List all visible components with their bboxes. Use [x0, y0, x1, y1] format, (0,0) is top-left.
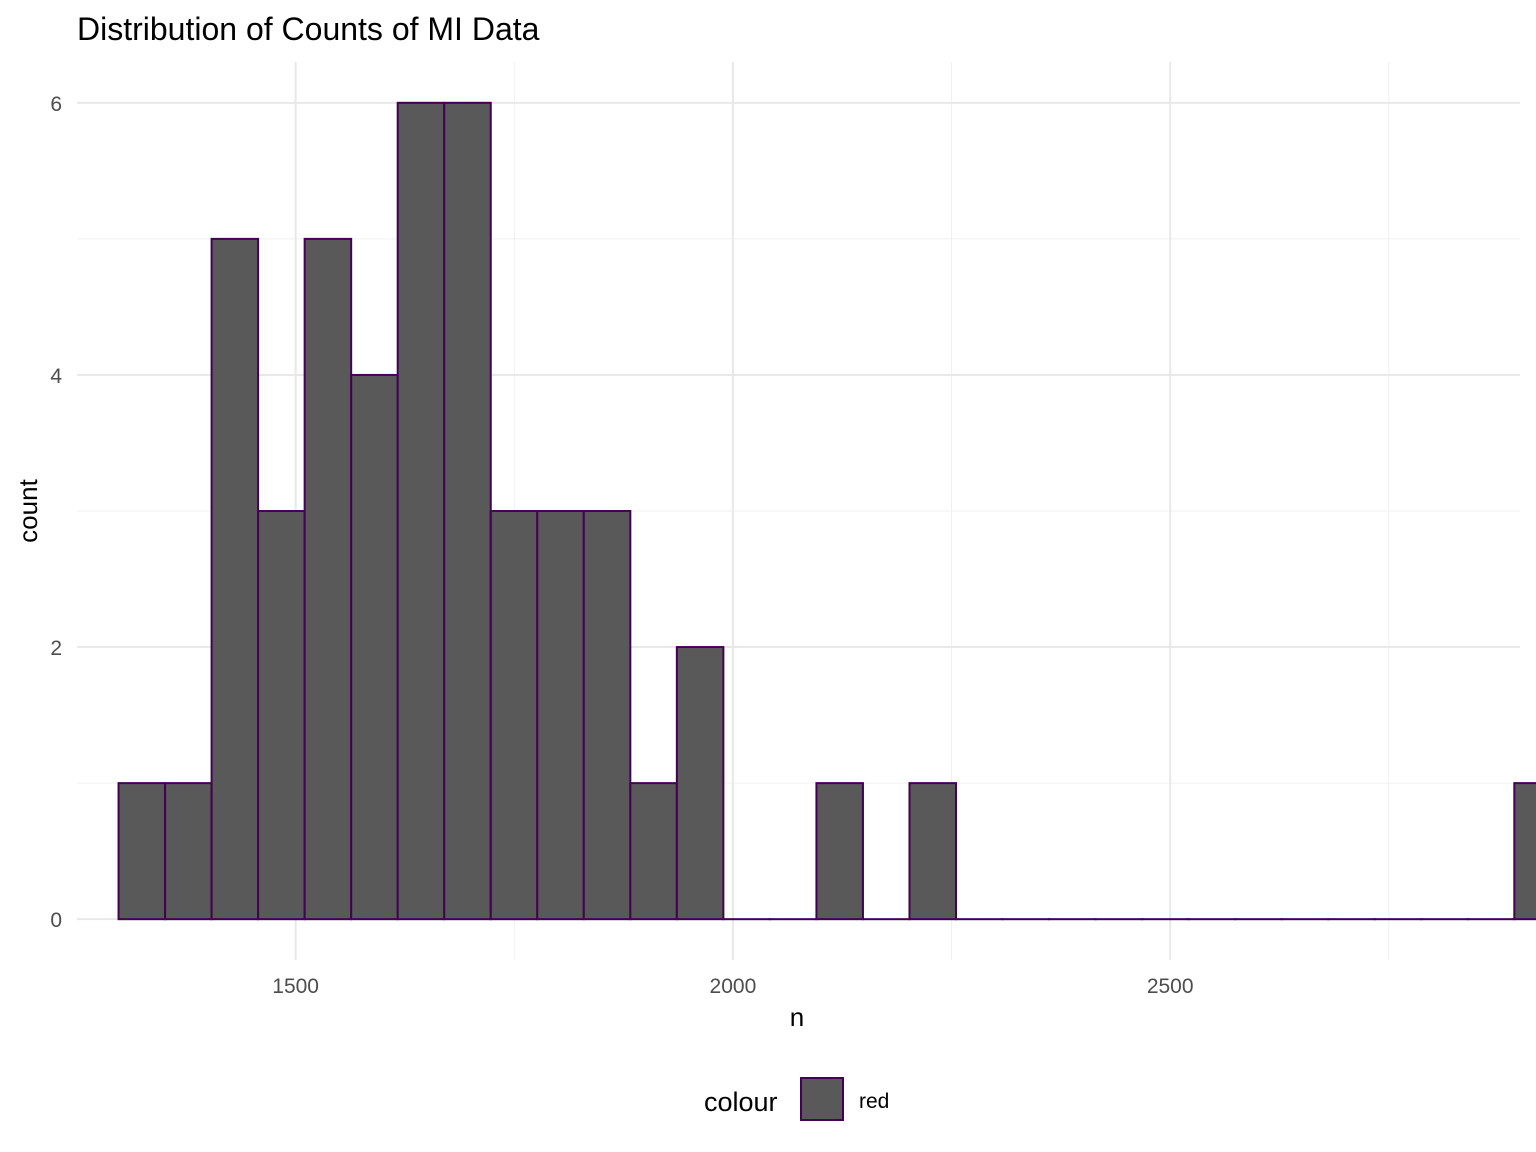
chart-title: Distribution of Counts of MI Data	[77, 11, 540, 47]
histogram-bar	[210, 237, 260, 921]
legend-label-red: red	[859, 1090, 889, 1113]
y-tick-label: 0	[50, 909, 62, 932]
histogram-bar	[675, 646, 725, 921]
histogram-bar	[489, 510, 539, 921]
y-tick-label: 4	[50, 365, 62, 388]
y-tick-label: 6	[50, 93, 62, 116]
histogram-bar	[815, 782, 864, 921]
histogram-bar	[908, 782, 958, 921]
x-axis-title: n	[790, 1002, 804, 1032]
y-tick-label: 2	[50, 637, 62, 660]
histogram-bar	[536, 510, 585, 921]
histogram-bar	[629, 782, 678, 921]
histogram-bar	[303, 237, 353, 921]
x-axis-tick-labels: 1500 2000 2500	[272, 975, 1193, 998]
histogram-bar	[164, 782, 213, 921]
legend: colour red	[704, 1077, 889, 1121]
y-axis-title: count	[13, 478, 43, 542]
legend-key-swatch	[800, 1077, 844, 1121]
x-tick-label: 2500	[1147, 975, 1194, 998]
histogram-bar	[257, 510, 306, 921]
histogram-bar	[582, 510, 632, 921]
y-axis-tick-labels: 0 2 4 6	[50, 93, 62, 932]
histogram-bar	[1513, 782, 1536, 921]
histogram-bar	[117, 782, 167, 921]
legend-title: colour	[704, 1087, 778, 1117]
histogram-bar	[350, 373, 399, 921]
histogram-bar	[443, 101, 492, 921]
histogram-bars	[117, 101, 1536, 921]
histogram-bar	[396, 101, 446, 921]
x-tick-label: 1500	[272, 975, 319, 998]
x-tick-label: 2000	[710, 975, 757, 998]
